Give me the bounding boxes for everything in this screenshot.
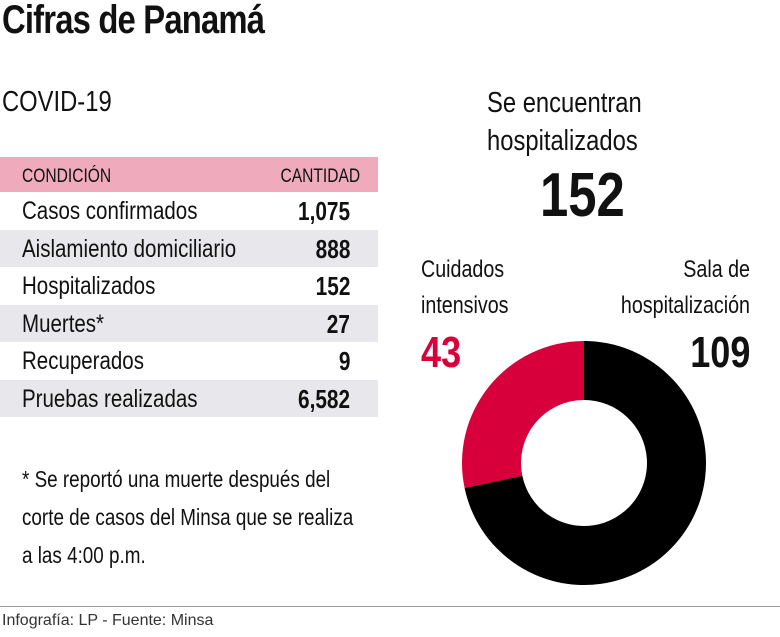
table-header: CONDICIÓN CANTIDAD [0,157,378,192]
row-value: 27 [326,308,350,339]
hospitalized-value: 152 [540,161,625,230]
donut-slice-ward [464,340,706,585]
table-row: Casos confirmados 1,075 [0,192,378,230]
row-value: 9 [338,346,350,376]
row-label: Muertes* [22,309,105,338]
title: Cifras de Panamá [2,0,265,42]
subtitle: COVID-19 [2,86,112,118]
footnote: * Se reportó una muerte después del cort… [22,466,354,568]
row-value: 152 [315,271,350,301]
table-row: Recuperados 9 [0,342,378,380]
ward-label-text: Sala de hospitalización [620,256,750,319]
header-condicion: CONDICIÓN [22,166,112,187]
footer-divider [0,606,780,607]
data-table: CONDICIÓN CANTIDAD Casos confirmados 1,07… [0,157,378,417]
icu-value: 43 [421,328,462,377]
donut-slice-icu [462,341,584,489]
table-row: Muertes* 27 [0,304,378,342]
hospitalized-label: Se encuentran hospitalizados [487,87,642,157]
row-label: Hospitalizados [22,272,156,300]
table-row: Aislamiento domiciliario 888 [0,229,378,267]
row-value: 1,075 [297,196,350,226]
row-label: Recuperados [22,347,144,375]
header-cantidad: CANTIDAD [280,166,360,187]
icu-label: Cuidados intensivos [421,256,509,319]
table-row: Pruebas realizadas 6,582 [0,379,378,417]
row-value: 888 [315,233,350,264]
footer-credit: Infografía: LP - Fuente: Minsa [2,612,214,629]
row-value: 6,582 [297,383,350,414]
ward-label: Sala de hospitalización [561,252,750,324]
row-label: Aislamiento domiciliario [22,234,237,263]
row-label: Pruebas realizadas [22,384,198,413]
table-row: Hospitalizados 152 [0,267,378,305]
ward-value: 109 [689,328,750,377]
row-label: Casos confirmados [22,197,198,225]
